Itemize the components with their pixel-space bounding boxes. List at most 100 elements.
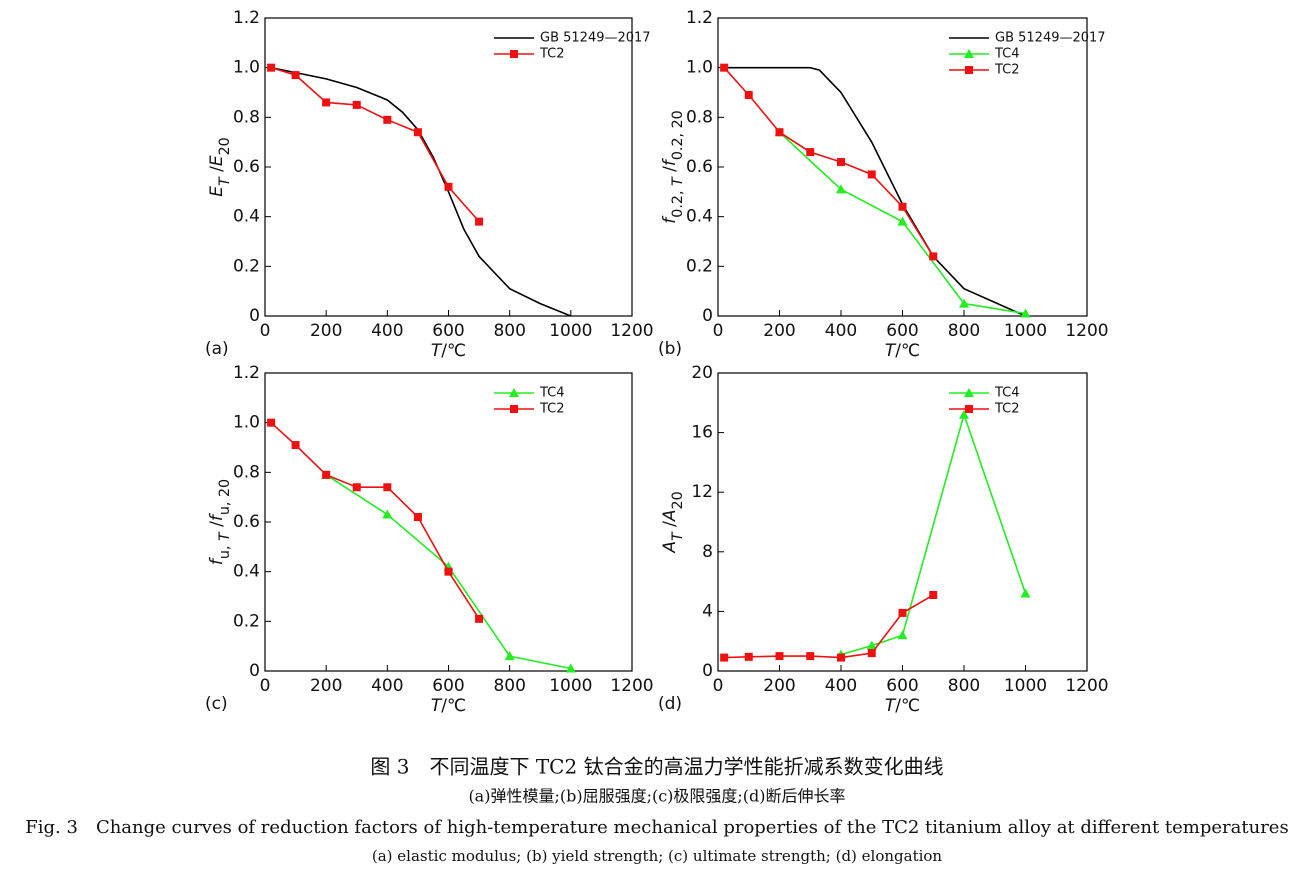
y-tick-label: 0 bbox=[702, 661, 713, 681]
legend-marker bbox=[964, 388, 974, 397]
caption-cn-sub: (a)弹性模量;(b)屈服强度;(c)极限强度;(d)断后伸长率 bbox=[468, 787, 845, 806]
caption-en-sub: (a) elastic modulus; (b) yield strength;… bbox=[372, 847, 943, 865]
label-part: / bbox=[660, 166, 680, 177]
x-tick-label: 600 bbox=[432, 321, 464, 341]
legend-marker bbox=[510, 50, 518, 58]
label-part: E bbox=[207, 155, 227, 166]
y-tick-label: 0.8 bbox=[233, 107, 260, 127]
marker bbox=[775, 652, 784, 661]
label-part: 0.2, 20 bbox=[670, 110, 686, 160]
x-tick-label: 400 bbox=[371, 321, 403, 341]
legend-label: GB 51249—2017 bbox=[995, 31, 1106, 46]
legend-label: TC2 bbox=[994, 63, 1020, 78]
label-part: f bbox=[660, 157, 680, 166]
marker bbox=[1020, 588, 1031, 598]
marker bbox=[867, 649, 876, 658]
y-tick-label: 0 bbox=[249, 661, 260, 681]
panel-label: (b) bbox=[658, 339, 682, 359]
caption-cn-title: 图 3 不同温度下 TC2 钛合金的高温力学性能折减系数变化曲线 bbox=[370, 755, 943, 779]
y-tick-label: 4 bbox=[702, 601, 713, 621]
label-part: /℃ bbox=[441, 341, 466, 361]
marker bbox=[898, 202, 907, 211]
plot-frame bbox=[717, 17, 1088, 317]
marker bbox=[383, 483, 392, 492]
series-line bbox=[723, 67, 934, 257]
marker bbox=[897, 630, 908, 640]
label-part: T bbox=[217, 531, 233, 541]
y-tick-label: 0.2 bbox=[686, 256, 713, 276]
marker bbox=[504, 651, 515, 661]
y-tick-label: 0.4 bbox=[233, 562, 260, 582]
marker bbox=[837, 653, 845, 662]
x-tick-label: 1200 bbox=[1065, 321, 1108, 341]
series-line bbox=[724, 594, 934, 659]
label-part: E bbox=[207, 186, 227, 197]
x-tick-label: 0 bbox=[713, 321, 724, 341]
marker bbox=[291, 71, 300, 80]
marker bbox=[720, 653, 729, 662]
legend-label: TC2 bbox=[994, 402, 1020, 417]
y-axis-label: AT /A20 bbox=[660, 491, 686, 553]
x-tick-label: 0 bbox=[260, 676, 271, 696]
panel-label: (c) bbox=[205, 694, 228, 714]
y-tick-label: 1.2 bbox=[686, 8, 713, 28]
legend-label: TC4 bbox=[994, 47, 1020, 62]
x-tick-label: 800 bbox=[948, 321, 980, 341]
marker bbox=[382, 509, 393, 519]
label-part: f bbox=[660, 215, 680, 224]
caption-en-title: Fig. 3 Change curves of reduction factor… bbox=[25, 817, 1288, 838]
marker bbox=[1020, 308, 1031, 318]
legend-marker bbox=[964, 49, 974, 58]
plot-frame bbox=[264, 372, 633, 672]
label-part: f bbox=[207, 512, 227, 521]
x-tick-label: 400 bbox=[371, 676, 403, 696]
x-tick-label: 200 bbox=[310, 676, 342, 696]
series-line bbox=[270, 66, 480, 223]
legend-label: GB 51249—2017 bbox=[540, 31, 651, 46]
marker bbox=[898, 608, 907, 617]
y-axis-label: fu, T /fu, 20 bbox=[207, 479, 233, 565]
legend-label: TC2 bbox=[539, 402, 565, 417]
y-tick-label: 0.6 bbox=[233, 157, 260, 177]
y-tick-label: 1.0 bbox=[233, 58, 260, 78]
label-part: T bbox=[885, 341, 897, 361]
x-tick-label: 200 bbox=[763, 676, 795, 696]
x-tick-label: 600 bbox=[886, 676, 918, 696]
legend-label: TC2 bbox=[539, 47, 565, 62]
marker bbox=[352, 483, 361, 492]
y-tick-label: 0 bbox=[702, 306, 713, 326]
marker bbox=[444, 567, 453, 576]
series-line bbox=[724, 66, 1026, 317]
y-tick-label: 16 bbox=[691, 423, 713, 443]
marker bbox=[352, 100, 361, 109]
y-tick-label: 0 bbox=[249, 306, 260, 326]
marker bbox=[806, 148, 815, 157]
marker bbox=[744, 90, 753, 99]
label-part: T bbox=[885, 696, 897, 716]
label-part: T bbox=[431, 341, 443, 361]
label-part: f bbox=[207, 556, 227, 565]
series-line bbox=[270, 422, 480, 620]
x-tick-label: 400 bbox=[825, 676, 857, 696]
marker bbox=[806, 652, 815, 661]
label-part: /℃ bbox=[441, 696, 466, 716]
marker bbox=[444, 182, 453, 191]
label-part: /℃ bbox=[895, 341, 920, 361]
marker bbox=[475, 217, 484, 226]
legend-label: TC4 bbox=[539, 386, 565, 401]
marker bbox=[291, 441, 300, 450]
marker bbox=[720, 63, 729, 72]
label-part: /℃ bbox=[895, 696, 920, 716]
marker bbox=[775, 128, 784, 137]
x-tick-label: 800 bbox=[493, 676, 525, 696]
x-tick-label: 400 bbox=[825, 321, 857, 341]
marker bbox=[929, 252, 938, 261]
legend-marker bbox=[509, 388, 519, 397]
label-part: / bbox=[207, 521, 227, 532]
x-axis-label: T/℃ bbox=[431, 696, 466, 716]
x-tick-label: 1000 bbox=[1004, 321, 1047, 341]
x-tick-label: 800 bbox=[493, 321, 525, 341]
label-part: A bbox=[660, 510, 680, 523]
series-line bbox=[270, 66, 572, 317]
